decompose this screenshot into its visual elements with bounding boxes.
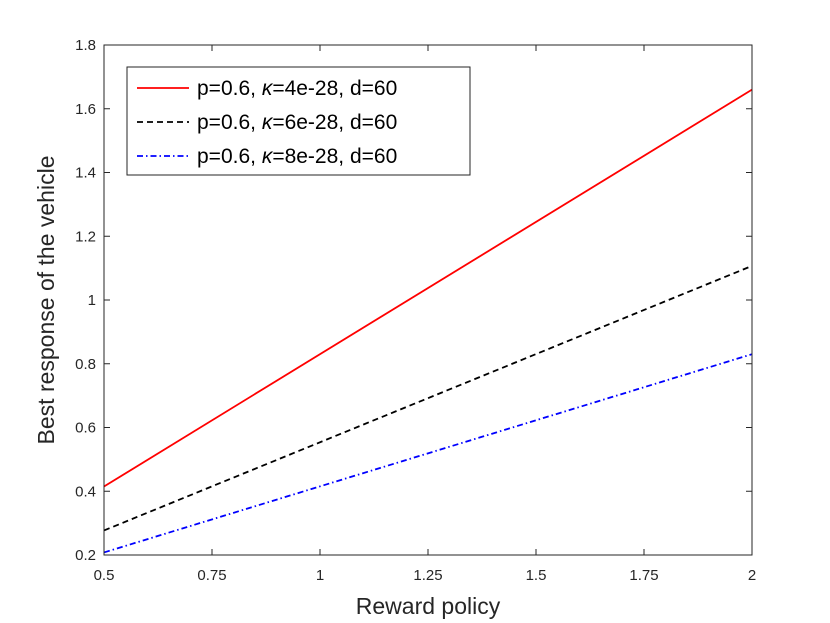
legend-label-part: p=0.6, (197, 77, 262, 100)
legend-label-part: p=0.6, (197, 145, 262, 168)
legend-label-2: p=0.6, κ=6e-28, d=60 (197, 111, 397, 134)
x-tick-label: 2 (748, 567, 756, 584)
y-tick-label: 0.4 (75, 483, 96, 500)
y-tick-label: 1.4 (75, 165, 96, 182)
legend-label-part: =6e-28, d=60 (272, 111, 397, 134)
legend-box (126, 66, 471, 176)
y-tick-labels: 0.2 0.4 0.6 0.8 1 1.2 1.4 1.6 1.8 (75, 37, 96, 564)
legend-label-part: =4e-28, d=60 (272, 77, 397, 100)
y-tick-label: 1.8 (75, 37, 96, 54)
series-line-1 (103, 88, 753, 488)
series-line-3 (103, 353, 753, 554)
x-tick-label: 1 (316, 567, 324, 584)
x-tick-label: 1.75 (629, 567, 658, 584)
y-tick-label: 1.2 (75, 228, 96, 245)
x-axis-title: Reward policy (356, 593, 501, 619)
x-tick-label: 0.75 (197, 567, 226, 584)
y-tick-label: 1.6 (75, 101, 96, 118)
legend-label-part: κ (262, 145, 274, 168)
legend-label-part: p=0.6, (197, 111, 262, 134)
legend-label-1: p=0.6, κ=4e-28, d=60 (197, 77, 397, 100)
legend-label-part: =8e-28, d=60 (272, 145, 397, 168)
series-line-2 (103, 265, 753, 532)
x-tick-labels: 0.5 0.75 1 1.25 1.5 1.75 2 (94, 567, 757, 584)
legend: p=0.6, κ=4e-28, d=60p=0.6, κ=6e-28, d=60… (126, 66, 471, 176)
legend-label-part: κ (262, 77, 274, 100)
y-axis-title: Best response of the vehicle (33, 156, 59, 445)
plot-frame (103, 44, 753, 556)
y-tick-label: 0.6 (75, 420, 96, 437)
y-tick-label: 0.2 (75, 547, 96, 564)
y-tick-label: 0.8 (75, 356, 96, 373)
legend-label-part: κ (262, 111, 274, 134)
legend-label-3: p=0.6, κ=8e-28, d=60 (197, 145, 397, 168)
x-tick-label: 1.25 (413, 567, 442, 584)
series-layer (103, 88, 753, 554)
x-tick-label: 1.5 (526, 567, 547, 584)
y-tick-label: 1 (88, 292, 96, 309)
x-tick-label: 0.5 (94, 567, 115, 584)
